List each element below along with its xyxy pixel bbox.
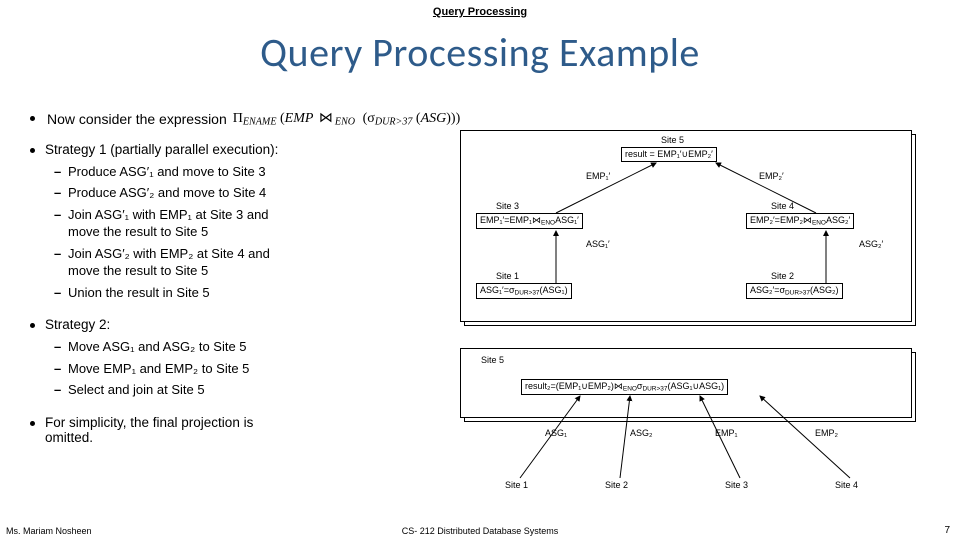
- footer-center: CS- 212 Distributed Database Systems: [0, 526, 960, 536]
- left-column: Strategy 1 (partially parallel execution…: [30, 142, 445, 445]
- d2-arrows: [460, 348, 920, 498]
- final-b: omitted.: [45, 430, 93, 445]
- final-a: For simplicity, the final projection is: [45, 415, 253, 430]
- footer-right: 7: [944, 525, 950, 536]
- d2-s2: Site 2: [605, 480, 628, 490]
- d1-arrows: [461, 131, 913, 323]
- s1-item2: Produce ASG′₂ and move to Site 4: [54, 184, 445, 202]
- pi-symbol: Π: [233, 111, 243, 126]
- sigma-symbol: σ: [367, 111, 375, 126]
- expr-prefix: Now consider the expression: [47, 111, 227, 127]
- header-topic: Query Processing: [0, 0, 960, 18]
- diagram2-wrap: Site 5 result₂=(EMP₁∪EMP₂)⋈ENOσDUR>37(AS…: [460, 348, 920, 498]
- s2-item1: Move ASG₁ and ASG₂ to Site 5: [54, 338, 445, 356]
- strategy1-head: Strategy 1 (partially parallel execution…: [30, 142, 445, 157]
- s1-i3b: move the result to Site 5: [68, 224, 208, 239]
- s1-item5: Union the result in Site 5: [54, 284, 445, 302]
- s1-i3a: Join ASG′₁ with EMP₁ at Site 3 and: [68, 207, 269, 222]
- d2-s1: Site 1: [505, 480, 528, 490]
- s2-item2: Move EMP₁ and EMP₂ to Site 5: [54, 360, 445, 378]
- s1-item4: Join ASG′₂ with EMP₂ at Site 4 and move t…: [54, 245, 445, 280]
- s2-item3: Select and join at Site 5: [54, 381, 445, 399]
- asg-rel: ASG: [421, 111, 447, 126]
- d2-s4: Site 4: [835, 480, 858, 490]
- s1-item3: Join ASG′₁ with EMP₁ at Site 3 and move t…: [54, 206, 445, 241]
- s1-i4a: Join ASG′₂ with EMP₂ at Site 4 and: [68, 246, 270, 261]
- diagram1-wrap: Site 5 result = EMP₁′∪EMP₂′ EMP₁′ EMP₂′ …: [460, 130, 920, 330]
- s1-item1: Produce ASG′₁ and move to Site 3: [54, 163, 445, 181]
- expression-line: Now consider the expression ΠENAME (EMP …: [30, 110, 940, 128]
- d2-l4: EMP₂: [815, 428, 838, 438]
- d2-l3: EMP₁: [715, 428, 738, 438]
- s1-i4b: move the result to Site 5: [68, 263, 208, 278]
- strategy2-head: Strategy 2:: [30, 317, 445, 332]
- slide-title: Query Processing Example: [0, 28, 960, 77]
- d2-l2: ASG₂: [630, 428, 653, 438]
- d2-s3: Site 3: [725, 480, 748, 490]
- diagram-area: Site 5 result = EMP₁′∪EMP₂′ EMP₁′ EMP₂′ …: [460, 130, 940, 498]
- d2-l1: ASG₁: [545, 428, 567, 438]
- rp: ))): [446, 111, 460, 126]
- sigma-sub: DUR>37: [375, 117, 413, 128]
- final-note: For simplicity, the final projection iso…: [30, 415, 445, 445]
- join-sub: ENO: [335, 117, 355, 128]
- emp-rel: EMP: [285, 111, 314, 126]
- join-symbol: ⋈: [319, 111, 333, 126]
- pi-sub: ENAME: [243, 117, 277, 128]
